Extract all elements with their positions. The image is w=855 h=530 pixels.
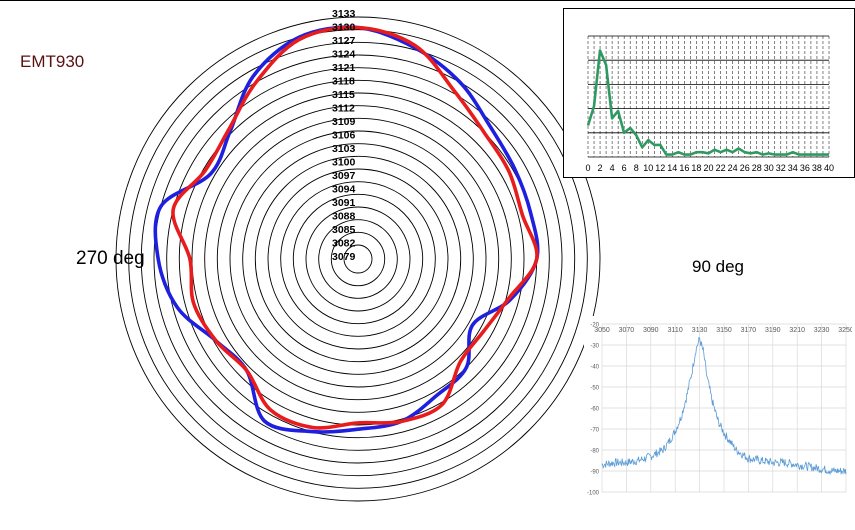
polar-series-group xyxy=(153,25,540,434)
inset-bottom-x-tick-label: 3210 xyxy=(789,327,805,334)
inset-bottom-x-tick-label: 3070 xyxy=(619,327,635,334)
polar-ring xyxy=(267,168,449,350)
inset-top-x-tick-label: 20 xyxy=(703,163,713,173)
inset-bottom-y-tick-label: -60 xyxy=(590,407,599,413)
polar-ring-label: 3124 xyxy=(332,49,356,61)
inset-top-x-tick-label: 38 xyxy=(812,163,822,173)
polar-ring-label: 3127 xyxy=(332,35,356,47)
polar-ring xyxy=(115,16,601,502)
polar-ring-label: 3100 xyxy=(332,157,356,169)
polar-ring xyxy=(343,244,373,274)
polar-ring xyxy=(140,41,576,477)
polar-ring xyxy=(191,92,525,426)
inset-top-x-tick-label: 12 xyxy=(655,163,665,173)
polar-ring-label: 3130 xyxy=(332,22,356,34)
polar-ring xyxy=(216,117,500,401)
polar-ring xyxy=(292,193,424,325)
inset-top-x-tick-label: 26 xyxy=(740,163,750,173)
polar-ring-label: 3097 xyxy=(332,170,356,182)
inset-top-x-tick-label: 36 xyxy=(800,163,810,173)
inset-top-x-tick-label: 16 xyxy=(679,163,689,173)
inset-top-x-tick-label: 18 xyxy=(691,163,701,173)
inset-bottom-x-tick-label: 3050 xyxy=(594,327,610,334)
inset-bottom-series-line xyxy=(601,336,847,476)
inset-bottom-x-tick-label: 3130 xyxy=(692,327,708,334)
model-label: EMT930 xyxy=(20,52,85,71)
polar-ring-label: 3121 xyxy=(332,62,356,74)
inset-top-x-tick-label: 0 xyxy=(585,163,590,173)
polar-ring xyxy=(330,231,386,287)
inset-bottom-y-ticks: -20 -30 -40 -50 -60 -70 -80 -90 -100 xyxy=(587,323,600,497)
polar-series-red-line xyxy=(171,25,539,430)
inset-bottom-y-tick-label: -80 xyxy=(590,449,599,455)
polar-ring-label: 3094 xyxy=(332,184,356,196)
polar-series-blue-line xyxy=(153,25,540,434)
inset-top-series-line xyxy=(586,49,829,156)
polar-ring-label: 3112 xyxy=(332,103,355,115)
inset-bottom-background xyxy=(584,316,852,498)
inset-top-x-tick-label: 34 xyxy=(788,163,798,173)
inset-bottom-y-tick-label: -20 xyxy=(590,323,599,329)
spectrum-inset-chart: 0 2 4 6 8 10 12 14 16 18 20 22 24 26 28 30 32 34 36 38 40 xyxy=(563,8,855,178)
polar-ring xyxy=(153,54,563,464)
inset-bottom-y-tick-label: -70 xyxy=(590,428,599,434)
angle-label-270: 270 deg xyxy=(76,248,145,269)
polar-ring-label: 3091 xyxy=(332,197,356,209)
inset-top-x-tick-label: 6 xyxy=(622,163,627,173)
polar-ring xyxy=(254,155,462,363)
inset-top-x-tick-label: 40 xyxy=(824,163,834,173)
resonance-inset-chart: 3050 3070 3090 3110 3130 3150 3170 3190 3210 3230… xyxy=(584,316,852,498)
inset-bottom-y-tick-label: -90 xyxy=(590,470,599,476)
inset-top-x-tick-label: 10 xyxy=(643,163,653,173)
inset-bottom-x-tick-label: 3110 xyxy=(668,327,683,334)
inset-top-x-tick-label: 4 xyxy=(610,163,615,173)
inset-bottom-x-tick-label: 3250 xyxy=(838,327,852,334)
polar-ring xyxy=(166,67,550,451)
inset-top-x-ticks: 0 2 4 6 8 10 12 14 16 18 20 22 24 26 28 30 32 34 36 38 40 xyxy=(585,163,834,173)
polar-ring-label: 3109 xyxy=(332,116,356,128)
inset-top-x-tick-label: 8 xyxy=(634,163,639,173)
polar-grid-rings xyxy=(115,16,601,502)
polar-ring xyxy=(305,206,411,312)
inset-top-series-group xyxy=(586,49,829,156)
inset-bottom-y-tick-label: -50 xyxy=(590,386,599,392)
polar-ring xyxy=(318,219,398,299)
inset-top-x-tick-label: 2 xyxy=(597,163,602,173)
inset-top-grid xyxy=(587,35,830,158)
polar-ring-label: 3082 xyxy=(332,238,356,250)
polar-ring-label: 3085 xyxy=(332,224,356,236)
inset-bottom-y-tick-label: -100 xyxy=(587,491,600,497)
polar-ring-label: 3079 xyxy=(332,251,356,263)
polar-ring-label: 3103 xyxy=(332,143,356,155)
inset-top-x-tick-label: 32 xyxy=(776,163,786,173)
inset-bottom-x-tick-label: 3090 xyxy=(643,327,659,334)
polar-ring xyxy=(204,105,512,413)
inset-top-x-tick-label: 30 xyxy=(764,163,774,173)
polar-ring xyxy=(280,181,436,337)
top-border-line xyxy=(0,0,855,1)
inset-bottom-x-ticks: 3050 3070 3090 3110 3130 3150 3170 3190 3210 3230… xyxy=(594,327,852,334)
polar-ring-label: 3115 xyxy=(332,89,355,101)
polar-ring xyxy=(128,29,588,489)
inset-bottom-y-tick-label: -30 xyxy=(590,344,599,350)
inset-bottom-x-tick-label: 3230 xyxy=(814,327,830,334)
inset-bottom-series-group xyxy=(601,336,847,476)
polar-ring-label: 3088 xyxy=(332,211,356,223)
polar-ring-label: 3106 xyxy=(332,130,356,142)
inset-top-x-tick-label: 14 xyxy=(667,163,677,173)
polar-ring xyxy=(242,143,474,375)
inset-top-x-tick-label: 22 xyxy=(716,163,726,173)
inset-bottom-x-tick-label: 3190 xyxy=(765,327,781,334)
polar-ring xyxy=(229,130,487,388)
inset-bottom-x-tick-label: 3150 xyxy=(716,327,732,334)
inset-bottom-y-tick-label: -40 xyxy=(590,365,599,371)
inset-top-x-tick-label: 24 xyxy=(728,163,738,173)
polar-ring-label: 3133 xyxy=(332,8,356,20)
inset-top-x-tick-label: 28 xyxy=(752,163,762,173)
angle-label-90: 90 deg xyxy=(692,257,744,276)
polar-ring-label: 3118 xyxy=(332,76,355,88)
inset-bottom-x-tick-label: 3170 xyxy=(741,327,757,334)
